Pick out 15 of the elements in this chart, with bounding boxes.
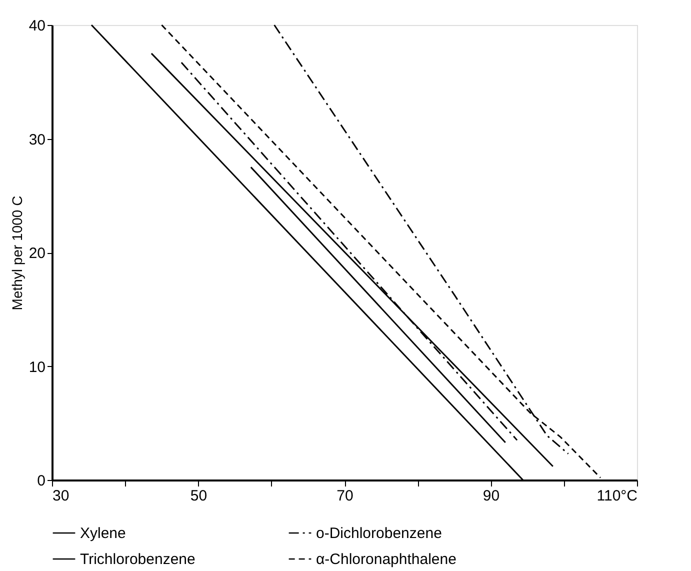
x-tick-label: 50 [190, 488, 208, 504]
x-tick-label: 90 [482, 488, 500, 504]
legend-label: Xylene [80, 525, 126, 542]
y-axis-title: Methyl per 1000 C [8, 196, 25, 310]
y-tick-label: 10 [28, 358, 46, 376]
y-tick-label: 20 [28, 245, 46, 262]
legend-label: o-Dichlorobenzene [316, 525, 442, 542]
x-tick-label: 70 [336, 488, 354, 504]
y-tick-label: 30 [28, 131, 46, 148]
y-tick-label: 0 [37, 472, 46, 490]
x-tick-label: 30 [52, 488, 70, 504]
y-tick-label: 40 [28, 18, 46, 34]
legend-label: Trichlorobenzene [80, 551, 196, 568]
legend-label: α-Chloronaphthalene [316, 551, 456, 568]
x-tick-label: 110°C [596, 488, 638, 504]
